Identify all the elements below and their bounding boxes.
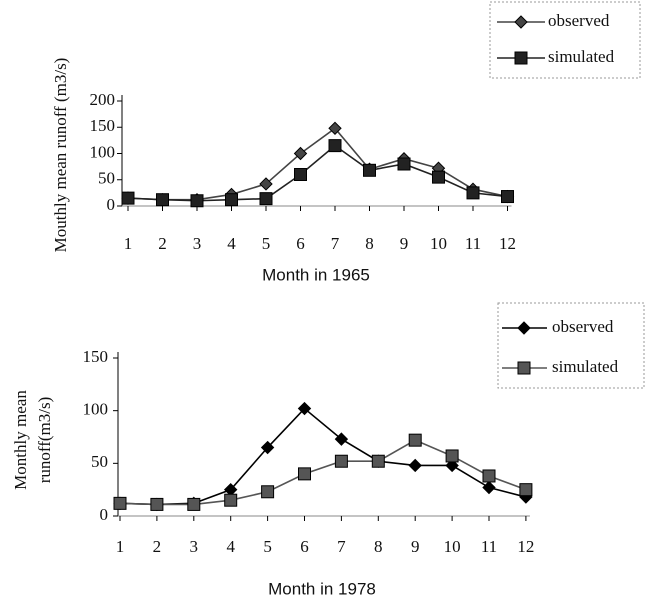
x-tick-label: 12 bbox=[517, 537, 534, 556]
y-tick-label: 50 bbox=[91, 452, 108, 471]
x-tick-label: 8 bbox=[374, 537, 383, 556]
marker bbox=[432, 170, 445, 184]
x-tick-label: 2 bbox=[158, 234, 167, 253]
x-tick-label: 3 bbox=[190, 537, 199, 556]
y-tick-label: 100 bbox=[90, 142, 116, 161]
x-tick-label: 3 bbox=[193, 234, 202, 253]
marker bbox=[294, 168, 307, 181]
marker bbox=[121, 191, 135, 205]
x-tick-label: 4 bbox=[226, 537, 235, 556]
x-tick-label: 12 bbox=[499, 234, 516, 253]
series-line bbox=[127, 144, 508, 202]
y-tick-label: 150 bbox=[90, 116, 116, 135]
x-tick-label: 6 bbox=[300, 537, 309, 556]
x-axis-title: Month in 1965 bbox=[262, 265, 370, 284]
y-tick-label: 0 bbox=[100, 505, 109, 524]
series-line bbox=[119, 407, 527, 506]
marker bbox=[328, 121, 342, 136]
legend-label: simulated bbox=[548, 47, 615, 66]
marker bbox=[150, 497, 164, 511]
legend-marker bbox=[514, 15, 528, 29]
y-tick-label: 200 bbox=[90, 90, 116, 109]
marker bbox=[261, 485, 275, 499]
marker bbox=[328, 139, 342, 153]
marker bbox=[260, 440, 275, 455]
marker bbox=[297, 401, 312, 416]
marker bbox=[445, 449, 459, 463]
y-tick-label: 150 bbox=[83, 347, 109, 366]
x-tick-label: 5 bbox=[263, 537, 272, 556]
marker bbox=[482, 469, 496, 483]
legend-label: observed bbox=[548, 11, 610, 30]
marker bbox=[113, 496, 127, 510]
x-tick-label: 11 bbox=[481, 537, 497, 556]
y-axis-title: Monthly mean bbox=[11, 390, 30, 490]
y-tick-label: 50 bbox=[98, 169, 115, 188]
legend-marker bbox=[514, 51, 528, 65]
x-tick-label: 8 bbox=[365, 234, 374, 253]
marker bbox=[156, 193, 169, 207]
marker bbox=[466, 186, 480, 200]
marker bbox=[259, 177, 273, 191]
marker bbox=[293, 146, 308, 161]
x-tick-label: 1 bbox=[124, 234, 133, 253]
y-axis-title: Mouthly mean runoff (m3/s) bbox=[51, 58, 70, 253]
legend-label: observed bbox=[552, 317, 614, 336]
marker bbox=[363, 163, 376, 177]
x-tick-label: 11 bbox=[465, 234, 481, 253]
marker bbox=[408, 433, 422, 447]
x-tick-label: 7 bbox=[331, 234, 340, 253]
marker bbox=[225, 193, 238, 207]
marker bbox=[224, 493, 238, 507]
y-tick-label: 0 bbox=[107, 195, 116, 214]
marker bbox=[190, 194, 204, 208]
y-axis-title: runoff(m3/s) bbox=[35, 397, 54, 484]
marker bbox=[298, 467, 311, 481]
marker bbox=[334, 432, 349, 446]
x-tick-label: 10 bbox=[430, 234, 447, 253]
legend-marker bbox=[517, 361, 531, 375]
x-tick-label: 9 bbox=[411, 537, 420, 556]
x-axis-title: Month in 1978 bbox=[268, 579, 376, 598]
x-tick-label: 2 bbox=[153, 537, 162, 556]
legend-box bbox=[497, 302, 645, 389]
marker bbox=[187, 497, 201, 511]
marker bbox=[397, 157, 411, 171]
x-tick-label: 5 bbox=[262, 234, 271, 253]
legend-box bbox=[489, 1, 641, 79]
marker bbox=[519, 483, 533, 497]
x-tick-label: 9 bbox=[400, 234, 409, 253]
marker bbox=[501, 190, 514, 204]
x-tick-label: 1 bbox=[116, 537, 125, 556]
x-tick-label: 10 bbox=[444, 537, 461, 556]
x-tick-label: 7 bbox=[337, 537, 346, 556]
marker bbox=[259, 192, 273, 206]
legend-marker bbox=[517, 321, 531, 335]
marker bbox=[334, 454, 348, 468]
x-tick-label: 6 bbox=[296, 234, 305, 253]
series-line bbox=[127, 127, 508, 201]
legend-label: simulated bbox=[552, 357, 619, 376]
marker bbox=[408, 458, 422, 473]
marker bbox=[371, 454, 385, 468]
y-tick-label: 100 bbox=[83, 400, 109, 419]
marker bbox=[482, 480, 496, 495]
x-tick-label: 4 bbox=[227, 234, 236, 253]
